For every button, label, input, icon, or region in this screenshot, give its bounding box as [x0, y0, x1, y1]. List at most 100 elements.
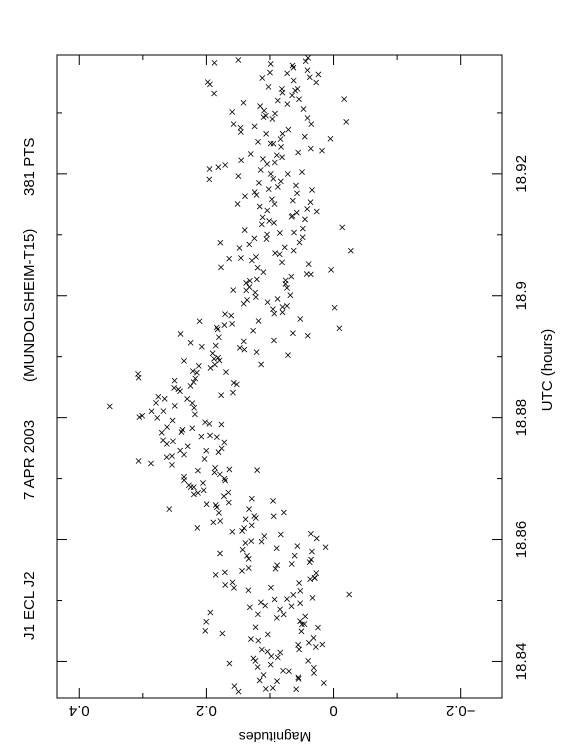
data-point	[267, 140, 274, 147]
data-point	[238, 255, 244, 261]
data-point	[234, 201, 241, 207]
data-point	[267, 61, 274, 67]
data-point	[253, 192, 260, 198]
data-point	[263, 130, 270, 137]
data-point	[184, 443, 191, 450]
data-point	[171, 402, 178, 409]
data-point	[248, 495, 255, 502]
data-point	[277, 649, 284, 656]
data-point	[290, 592, 297, 598]
x-tick-label: 18.88	[513, 399, 530, 437]
data-point	[347, 247, 354, 254]
data-point	[259, 214, 266, 221]
data-point	[302, 58, 309, 65]
data-point	[270, 497, 276, 504]
data-point	[279, 304, 286, 310]
data-point	[297, 587, 304, 594]
data-point	[297, 316, 304, 322]
data-point	[288, 561, 295, 567]
data-point	[305, 54, 311, 61]
data-point	[255, 318, 262, 324]
data-point	[169, 453, 175, 459]
data-point	[256, 677, 263, 684]
data-point	[280, 509, 287, 516]
data-point	[257, 167, 264, 173]
data-point	[233, 381, 240, 388]
data-point	[230, 121, 237, 127]
data-point	[171, 384, 177, 391]
data-point	[241, 227, 248, 233]
data-point	[264, 231, 270, 238]
data-point	[211, 90, 217, 97]
data-point	[294, 543, 301, 549]
data-point	[308, 556, 314, 563]
data-point	[343, 119, 350, 125]
data-point	[181, 358, 187, 364]
data-point	[274, 184, 281, 190]
data-point	[241, 525, 247, 532]
data-point	[295, 149, 302, 156]
data-point	[189, 368, 196, 375]
data-point	[231, 683, 238, 689]
data-point	[271, 310, 278, 317]
x-tick-label: 18.86	[513, 521, 530, 559]
data-point	[192, 411, 198, 418]
data-point	[179, 426, 186, 433]
data-point	[229, 528, 236, 535]
data-point	[309, 548, 315, 555]
data-point	[244, 552, 250, 559]
data-point	[285, 352, 291, 359]
data-point	[229, 320, 236, 327]
data-point	[296, 96, 302, 103]
data-point	[266, 218, 273, 224]
data-point	[243, 280, 250, 286]
data-point	[212, 465, 218, 471]
data-point	[299, 225, 306, 232]
data-point	[279, 154, 285, 161]
data-point	[177, 447, 184, 454]
data-point	[267, 69, 273, 76]
data-point	[261, 533, 268, 540]
data-point	[296, 646, 302, 653]
data-point	[212, 342, 219, 349]
data-point	[244, 297, 251, 303]
data-point	[187, 383, 194, 389]
data-point	[251, 235, 258, 242]
data-point	[302, 613, 309, 620]
data-point	[252, 624, 259, 631]
data-point	[195, 490, 201, 496]
data-point	[268, 584, 274, 591]
data-point	[307, 576, 314, 583]
data-point	[221, 475, 228, 482]
data-point	[271, 337, 277, 344]
data-point	[225, 499, 232, 506]
data-point	[258, 361, 265, 368]
data-point	[216, 357, 223, 364]
data-point	[212, 571, 219, 578]
data-point	[292, 87, 299, 94]
data-point	[313, 570, 320, 576]
data-point	[248, 538, 255, 545]
data-point	[290, 247, 297, 254]
data-point	[242, 193, 248, 200]
data-point	[277, 606, 283, 613]
data-point	[184, 396, 191, 402]
data-point	[270, 306, 276, 313]
data-point	[277, 230, 283, 236]
data-point	[255, 637, 262, 644]
data-point	[280, 611, 287, 618]
data-point	[284, 101, 291, 107]
x-tick-label: 18.92	[513, 155, 530, 193]
data-point	[219, 630, 226, 637]
data-point	[218, 421, 225, 428]
data-point	[279, 130, 286, 137]
data-point	[272, 250, 278, 257]
data-point	[240, 99, 247, 106]
data-point	[278, 144, 284, 150]
data-point	[313, 79, 320, 86]
data-point	[341, 96, 348, 103]
data-point	[262, 602, 269, 609]
data-point	[198, 343, 205, 350]
data-point	[214, 326, 221, 333]
data-point	[217, 550, 223, 557]
